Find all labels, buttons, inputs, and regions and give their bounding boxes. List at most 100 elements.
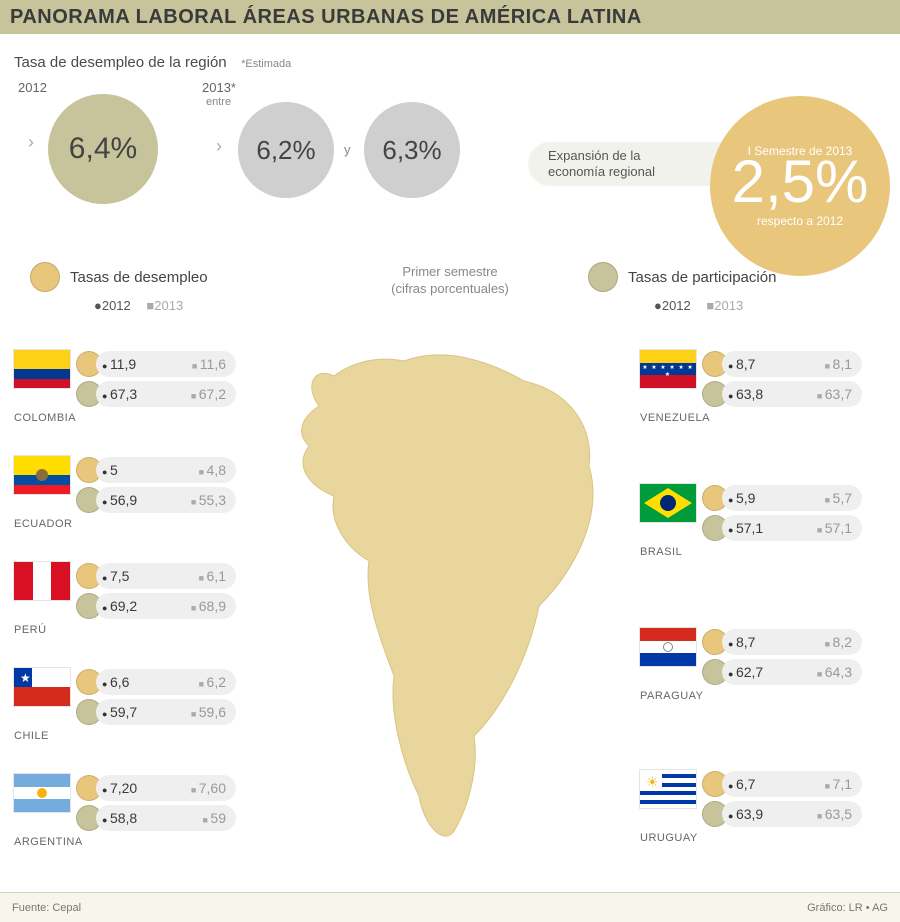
country-venezuela: ★ ★ ★ ★ ★ ★ ★ 8,7 8,1 63,863,7 VENEZUELA (640, 350, 880, 424)
country-stats: 6,7 7,1 63,963,5 (702, 770, 862, 830)
country-stats: 5,95,7 57,157,1 (702, 484, 862, 544)
stat-participacion: 57,157,1 (702, 514, 862, 542)
val-2012: 69,2 (102, 598, 137, 614)
stat-values: 11,911,6 (96, 351, 236, 377)
stat-values: 8,7 8,1 (722, 351, 862, 377)
stat-desempleo: 6,7 7,1 (702, 770, 862, 798)
stat-participacion: 58,859 (76, 804, 236, 832)
stat-desempleo: 8,78,2 (702, 628, 862, 656)
flag-ecuador (14, 456, 70, 494)
stat-desempleo: 6,66,2 (76, 668, 236, 696)
stat-values: 5,95,7 (722, 485, 862, 511)
stat-desempleo: 7,207,60 (76, 774, 236, 802)
stat-desempleo: 7,5 6,1 (76, 562, 236, 590)
page-title: PANORAMA LABORAL ÁREAS URBANAS DE AMÉRIC… (10, 6, 642, 29)
val-2013: 67,2 (191, 386, 226, 402)
bubble-2013a: 6,2% (238, 102, 334, 198)
legend-2013-r: ■2013 (706, 298, 743, 313)
expansion-box: Expansión de la economía regional I Seme… (528, 106, 900, 222)
title-bar: PANORAMA LABORAL ÁREAS URBANAS DE AMÉRIC… (0, 0, 900, 34)
flag-paraguay (640, 628, 696, 666)
val-2013: 7,1 (825, 776, 852, 792)
region-rate-label: Tasa de desempleo de la región (14, 54, 227, 71)
country-paraguay: 8,78,2 62,7 64,3 PARAGUAY (640, 628, 880, 702)
country-brasil: 5,95,7 57,157,1 BRASIL (640, 484, 880, 558)
flag-chile: ★ (14, 668, 70, 706)
val-2013: 64,3 (817, 664, 852, 680)
val-2013: 59 (202, 810, 226, 826)
mid-sub-l1: Primer semestre (402, 264, 497, 279)
stat-values: 67,3 67,2 (96, 381, 236, 407)
stat-values: 63,863,7 (722, 381, 862, 407)
mid-sub-l2: (cifras porcentuales) (391, 281, 509, 296)
country-perú: 7,5 6,1 69,268,9 PERÚ (14, 562, 254, 636)
legend-years-left: ●2012 ■2013 (88, 298, 189, 313)
country-name: ECUADOR (14, 518, 254, 530)
estimada-note: *Estimada (241, 58, 291, 70)
stat-values: 58,859 (96, 805, 236, 831)
arrow-icon: › (28, 132, 34, 153)
country-chile: ★6,66,259,759,6CHILE (14, 668, 254, 742)
val-2012: 6,6 (102, 674, 129, 690)
entre-label: entre (206, 96, 231, 108)
stat-values: 54,8 (96, 457, 236, 483)
country-stats: 7,5 6,1 69,268,9 (76, 562, 236, 622)
country-name: VENEZUELA (640, 412, 880, 424)
country-name: BRASIL (640, 546, 880, 558)
stat-values: 8,78,2 (722, 629, 862, 655)
stat-values: 56,9 55,3 (96, 487, 236, 513)
val-2013: 63,5 (817, 806, 852, 822)
country-stats: 6,66,259,759,6 (76, 668, 236, 728)
val-2013: 7,60 (191, 780, 226, 796)
val-2012: 67,3 (102, 386, 137, 402)
top-section: Tasa de desempleo de la región *Estimada… (0, 34, 900, 234)
stat-participacion: 67,3 67,2 (76, 380, 236, 408)
map (274, 336, 626, 856)
y-label: y (344, 142, 351, 157)
val-2012: 5 (102, 462, 118, 478)
country-name: ARGENTINA (14, 836, 254, 848)
country-name: CHILE (14, 730, 254, 742)
val-2012: 8,7 (728, 356, 755, 372)
stat-values: 6,66,2 (96, 669, 236, 695)
stat-desempleo: 8,7 8,1 (702, 350, 862, 378)
legend-years-right: ●2012 ■2013 (648, 298, 749, 313)
arrow-icon: › (216, 136, 222, 157)
val-2012: 7,5 (102, 568, 129, 584)
south-america-map-icon (274, 336, 626, 856)
legend-2012: ●2012 (94, 298, 131, 313)
val-2013: 8,1 (825, 356, 852, 372)
footer-credit: Gráfico: LR • AG (807, 902, 888, 914)
val-2013: 55,3 (191, 492, 226, 508)
country-name: URUGUAY (640, 832, 880, 844)
val-2012: 62,7 (728, 664, 763, 680)
expansion-label-l1: Expansión de la (548, 148, 641, 163)
val-2012: 6,7 (728, 776, 755, 792)
val-2013: 4,8 (199, 462, 226, 478)
stat-values: 63,963,5 (722, 801, 862, 827)
country-colombia: 11,911,667,367,2COLOMBIA (14, 350, 254, 424)
expansion-sub: respecto a 2012 (757, 214, 843, 228)
val-2013: 11,6 (192, 356, 226, 372)
val-2013: 63,7 (817, 386, 852, 402)
stat-values: 7,5 6,1 (96, 563, 236, 589)
val-2012: 56,9 (102, 492, 137, 508)
stat-participacion: 62,7 64,3 (702, 658, 862, 686)
stat-participacion: 63,963,5 (702, 800, 862, 828)
mid-subtitle: Primer semestre (cifras porcentuales) (0, 264, 900, 298)
flag-colombia (14, 350, 70, 388)
val-2013: 6,1 (199, 568, 226, 584)
stat-participacion: 69,268,9 (76, 592, 236, 620)
country-name: PARAGUAY (640, 690, 880, 702)
stat-desempleo: 5,95,7 (702, 484, 862, 512)
flag-uruguay: ☀ (640, 770, 696, 808)
expansion-circle: I Semestre de 2013 2,5% respecto a 2012 (710, 96, 890, 276)
stat-values: 6,7 7,1 (722, 771, 862, 797)
stat-values: 7,207,60 (96, 775, 236, 801)
footer: Fuente: Cepal Gráfico: LR • AG (0, 892, 900, 922)
val-2012: 5,9 (728, 490, 755, 506)
country-stats: 7,207,60 58,859 (76, 774, 236, 834)
flag-venezuela: ★ ★ ★ ★ ★ ★ ★ (640, 350, 696, 388)
country-name: PERÚ (14, 624, 254, 636)
val-2012: 59,7 (102, 704, 137, 720)
